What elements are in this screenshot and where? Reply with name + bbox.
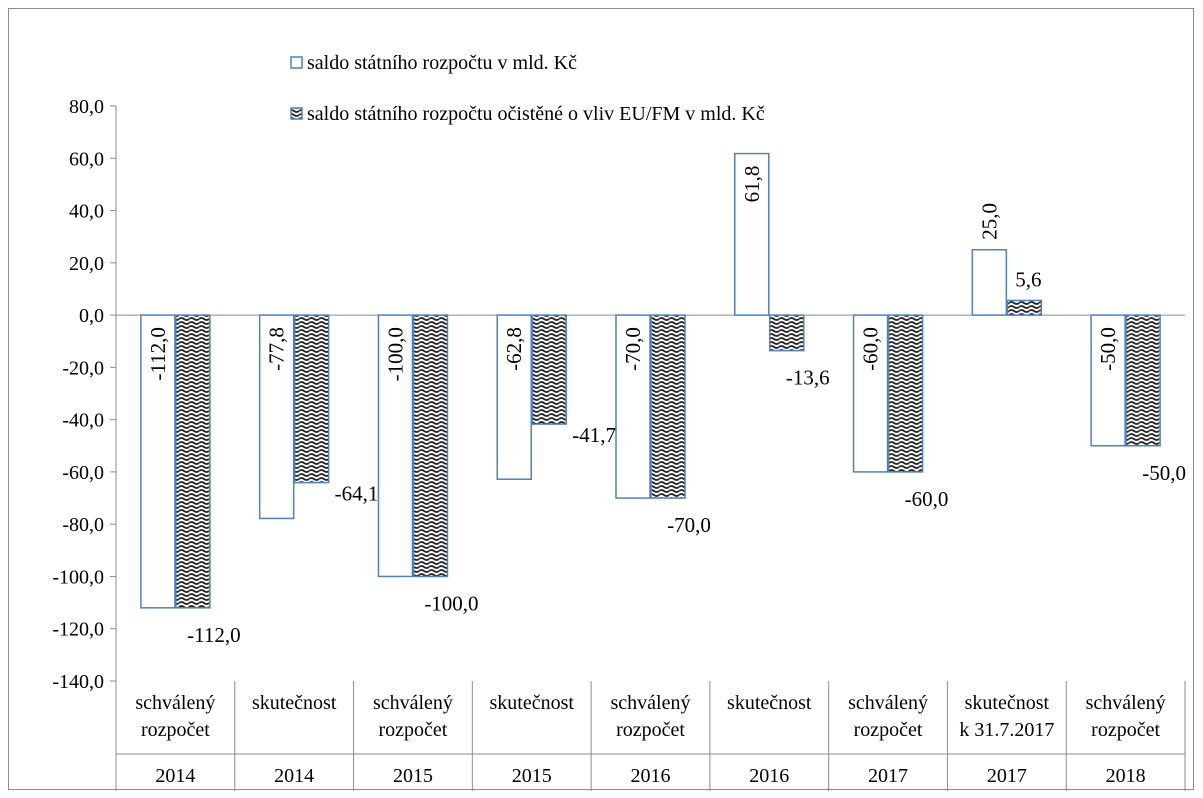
x-tick-label: rozpočet <box>141 719 210 741</box>
y-tick-label: -60,0 <box>62 462 104 484</box>
y-tick-label: -40,0 <box>62 410 104 432</box>
x-tick-label: rozpočet <box>854 719 923 741</box>
x-tick-label: schválený <box>611 692 691 714</box>
x-tick-label: rozpočet <box>1091 719 1160 741</box>
bar-series-1 <box>377 314 414 578</box>
bar-series-1 <box>496 314 532 480</box>
legend-swatch-series-2 <box>290 107 303 120</box>
y-tick-label: -80,0 <box>62 514 104 536</box>
y-tick-label: 80,0 <box>69 96 104 118</box>
data-label-series-2: -70,0 <box>667 513 711 537</box>
x-tick-label: skutečnost <box>490 692 575 714</box>
data-label-series-2: -13,6 <box>786 366 830 390</box>
data-label-series-1: -100,0 <box>383 327 407 381</box>
y-tick-label: 40,0 <box>69 201 104 223</box>
x-tick-label: rozpočet <box>616 719 685 741</box>
bar-chart: 80,0 60,0 40,0 20,0 0,0 -20,0 -40,0 -60,0 -80,0 -… <box>52 52 1186 791</box>
bar-series-1 <box>852 314 889 473</box>
data-label-series-1: 25,0 <box>977 203 1001 240</box>
bar-series-1 <box>140 314 176 609</box>
data-label-series-1: -62,8 <box>502 327 526 371</box>
data-label-series-1: 61,8 <box>740 166 764 203</box>
x-year-label: 2014 <box>274 765 314 787</box>
data-label-series-2: -41,7 <box>572 423 616 447</box>
bar-series-2 <box>769 314 805 352</box>
x-tick-label: schválený <box>848 692 928 714</box>
x-axis: schválený rozpočet 2014 skutečnost 2014 schvá… <box>115 681 1186 791</box>
bar-series-2 <box>531 314 567 425</box>
bar-series-1 <box>734 152 770 316</box>
bars <box>140 152 1161 609</box>
bar-series-2 <box>293 314 330 484</box>
x-tick-label: schválený <box>135 692 215 714</box>
data-label-series-1: -112,0 <box>146 327 170 380</box>
x-year-label: 2018 <box>1106 765 1146 787</box>
x-year-label: 2015 <box>512 765 552 787</box>
y-tick-label: -100,0 <box>52 566 104 588</box>
data-label-series-1: -70,0 <box>621 327 645 371</box>
bar-series-2 <box>412 314 449 578</box>
data-label-series-1: -50,0 <box>1096 327 1120 371</box>
data-label-series-2: -50,0 <box>1142 461 1186 485</box>
data-label-series-2: -60,0 <box>905 487 949 511</box>
x-year-label: 2017 <box>987 765 1027 787</box>
bar-series-2 <box>175 314 211 609</box>
y-tick-label: -20,0 <box>62 357 104 379</box>
x-tick-label: skutečnost <box>727 692 812 714</box>
data-labels: -112,0 -112,0 -77,8 -64,1 -100,0 -100,0 -62,8 -… <box>146 166 1186 647</box>
chart-frame: 80,0 60,0 40,0 20,0 0,0 -20,0 -40,0 -60,0 -80,0 -… <box>8 8 1194 791</box>
data-label-series-1: -60,0 <box>859 327 883 371</box>
x-year-label: 2014 <box>155 765 195 787</box>
x-tick-label: schválený <box>373 692 453 714</box>
bar-series-1 <box>258 314 295 520</box>
data-label-series-1: -77,8 <box>265 327 289 371</box>
legend-label-series-2: saldo státního rozpočtu očistěné o vliv … <box>307 103 765 125</box>
x-tick-label: skutečnost <box>252 692 337 714</box>
y-tick-label: 20,0 <box>69 253 104 275</box>
legend-swatch-series-1 <box>290 56 303 69</box>
x-year-label: 2015 <box>393 765 433 787</box>
data-label-series-2: -100,0 <box>424 591 478 615</box>
x-tick-label: k 31.7.2017 <box>959 719 1054 741</box>
x-year-label: 2016 <box>749 765 789 787</box>
y-tick-label: 0,0 <box>79 305 104 327</box>
bar-series-1 <box>615 314 651 499</box>
bar-series-2 <box>650 314 686 499</box>
bar-series-2 <box>1125 314 1161 447</box>
x-tick-label: rozpočet <box>379 719 448 741</box>
bar-series-2 <box>1006 299 1043 316</box>
x-year-label: 2017 <box>868 765 908 787</box>
x-tick-label: schválený <box>1086 692 1166 714</box>
bar-series-1 <box>1090 314 1126 447</box>
data-label-series-2: -64,1 <box>335 482 379 506</box>
x-tick-label: skutečnost <box>965 692 1050 714</box>
bar-series-1 <box>971 249 1008 316</box>
y-tick-label: -120,0 <box>52 619 104 641</box>
y-axis: 80,0 60,0 40,0 20,0 0,0 -20,0 -40,0 -60,0 -80,0 -… <box>52 96 1185 693</box>
data-label-series-2: 5,6 <box>1015 267 1041 291</box>
data-label-series-2: -112,0 <box>187 623 240 647</box>
x-year-label: 2016 <box>631 765 671 787</box>
legend: saldo státního rozpočtu v mld. Kč saldo s… <box>290 52 765 125</box>
legend-label-series-1: saldo státního rozpočtu v mld. Kč <box>307 52 577 74</box>
y-tick-label: 60,0 <box>69 148 104 170</box>
bar-series-2 <box>887 314 924 473</box>
y-tick-label: -140,0 <box>52 671 104 693</box>
